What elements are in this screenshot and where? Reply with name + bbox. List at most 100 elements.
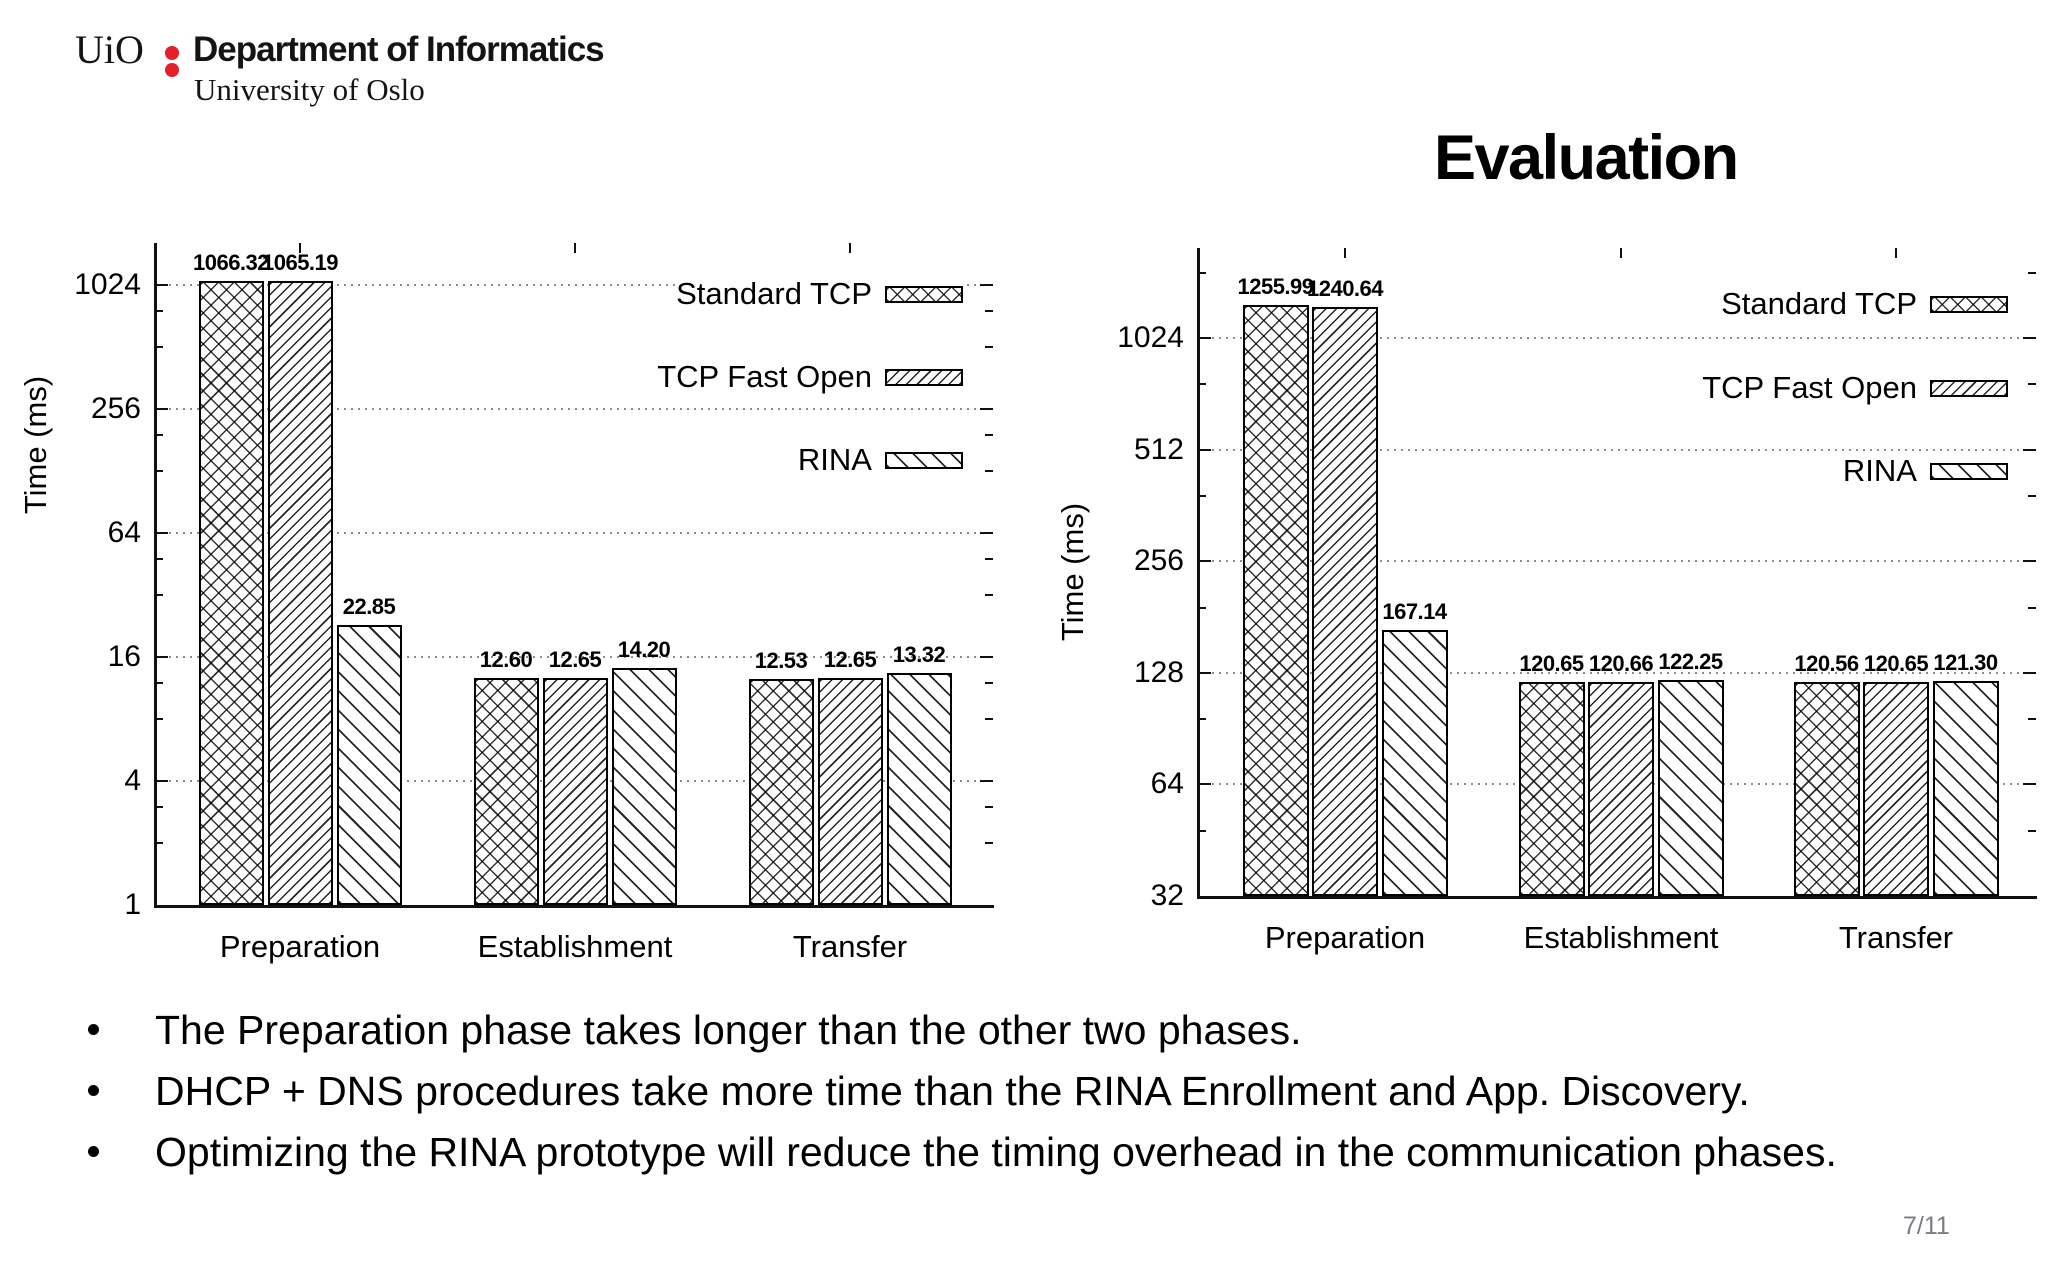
y-major-tick — [1198, 783, 1211, 786]
top-category-tick — [1620, 248, 1622, 258]
y-tick-label: 64 — [107, 515, 141, 549]
y-major-tick — [155, 655, 168, 658]
y-minor-tick — [1198, 829, 1206, 832]
bullet-text: Optimizing the RINA prototype will reduc… — [155, 1129, 1837, 1175]
y-minor-tick — [155, 681, 163, 684]
y-minor-tick-mirror — [985, 841, 993, 844]
y-minor-tick — [155, 841, 163, 844]
y-axis — [1197, 248, 1200, 898]
category-label: Establishment — [477, 929, 673, 964]
y-minor-tick-mirror — [985, 433, 993, 436]
category-label: Preparation — [1264, 920, 1426, 955]
y-axis — [154, 243, 157, 907]
y-major-tick — [155, 531, 168, 534]
y-tick-label: 128 — [1133, 655, 1184, 689]
legend-row-standard-tcp: Standard TCP — [676, 276, 963, 311]
y-major-tick-mirror — [2023, 560, 2036, 563]
y-major-tick-mirror — [980, 283, 993, 286]
logo-department: Department of Informatics — [193, 30, 605, 69]
page-title: Evaluation — [1434, 123, 1739, 193]
bar-rina — [886, 673, 952, 905]
top-category-tick — [299, 243, 301, 253]
crosshatch-swatch-icon — [1930, 295, 2008, 313]
y-minor-tick-mirror — [2028, 606, 2036, 609]
y-gridline — [155, 407, 993, 410]
bar-value-label: 1066.32 — [192, 250, 270, 276]
bar-rina — [1932, 681, 1999, 896]
bar-value-label: 1240.64 — [1306, 276, 1384, 302]
y-gridline — [1198, 448, 2036, 451]
bar-value-label: 1065.19 — [261, 250, 339, 276]
backward-diagonal-swatch-icon — [1930, 462, 2008, 480]
y-major-tick-mirror — [2023, 448, 2036, 451]
y-minor-tick — [1198, 271, 1206, 274]
top-category-tick — [1895, 248, 1897, 258]
bar-value-label: 22.85 — [342, 594, 396, 620]
page-number: 7/11 — [1903, 1212, 1950, 1240]
y-minor-tick — [155, 309, 163, 312]
y-minor-tick-mirror — [985, 717, 993, 720]
y-major-tick-mirror — [980, 779, 993, 782]
y-gridline — [155, 655, 993, 658]
bar-value-label: 120.66 — [1588, 651, 1654, 677]
x-axis — [154, 905, 994, 908]
bullet-list: The Preparation phase takes longer than … — [88, 1005, 2018, 1188]
bar-tcp-fast-open — [1863, 682, 1929, 896]
y-major-tick-mirror — [2023, 671, 2036, 674]
y-minor-tick — [1198, 606, 1206, 609]
bar-standard-tcp — [473, 678, 539, 905]
y-major-tick — [1198, 448, 1211, 451]
y-major-tick-mirror — [2023, 783, 2036, 786]
y-tick-label: 512 — [1133, 432, 1184, 466]
y-tick-label: 64 — [1150, 767, 1184, 801]
top-category-tick — [574, 243, 576, 253]
y-minor-tick-mirror — [2028, 494, 2036, 497]
y-minor-tick — [155, 805, 163, 808]
bar-tcp-fast-open — [542, 678, 608, 905]
bar-standard-tcp — [1242, 305, 1309, 896]
bar-standard-tcp — [748, 678, 814, 905]
list-item: The Preparation phase takes longer than … — [88, 1005, 2018, 1055]
bar-value-label: 14.20 — [617, 636, 671, 662]
bar-value-label: 121.30 — [1933, 650, 1998, 676]
y-minor-tick — [1198, 494, 1206, 497]
y-tick-label: 256 — [1133, 544, 1184, 578]
x-axis — [1197, 896, 2037, 899]
bar-standard-tcp — [198, 281, 264, 905]
logo-university: University of Oslo — [194, 72, 425, 107]
y-minor-tick-mirror — [985, 805, 993, 808]
y-axis-title: Time (ms) — [1055, 502, 1090, 642]
bar-standard-tcp — [1518, 682, 1585, 896]
y-minor-tick-mirror — [2028, 271, 2036, 274]
bar-standard-tcp — [1793, 682, 1860, 896]
category-label: Transfer — [1838, 920, 1954, 955]
bullet-text: The Preparation phase takes longer than … — [155, 1007, 1302, 1053]
y-tick-label: 32 — [1150, 879, 1184, 912]
y-minor-tick — [155, 717, 163, 720]
bar-rina — [1657, 680, 1724, 896]
bullet-icon — [88, 1024, 99, 1035]
bar-value-label: 120.65 — [1519, 651, 1584, 677]
bar-value-label: 120.56 — [1794, 651, 1859, 677]
bar-value-label: 12.53 — [754, 647, 808, 673]
y-gridline — [1198, 560, 2036, 563]
y-major-tick-mirror — [980, 655, 993, 658]
y-tick-label: 4 — [124, 763, 141, 797]
bar-value-label: 122.25 — [1658, 649, 1723, 675]
legend-row-tcp-fast-open: TCP Fast Open — [1702, 370, 2008, 405]
category-label: Establishment — [1523, 920, 1719, 955]
top-category-tick — [1344, 248, 1346, 258]
backward-diagonal-swatch-icon — [885, 451, 963, 469]
y-major-tick — [155, 407, 168, 410]
y-tick-label: 1 — [124, 888, 141, 921]
y-minor-tick-mirror — [985, 309, 993, 312]
forward-diagonal-swatch-icon — [1930, 379, 2008, 397]
bar-value-label: 167.14 — [1382, 598, 1447, 624]
y-gridline — [1198, 337, 2036, 340]
y-minor-tick — [155, 593, 163, 596]
legend-label: RINA — [1842, 453, 1917, 488]
list-item: DHCP + DNS procedures take more time tha… — [88, 1066, 2018, 1116]
y-minor-tick-mirror — [985, 557, 993, 560]
